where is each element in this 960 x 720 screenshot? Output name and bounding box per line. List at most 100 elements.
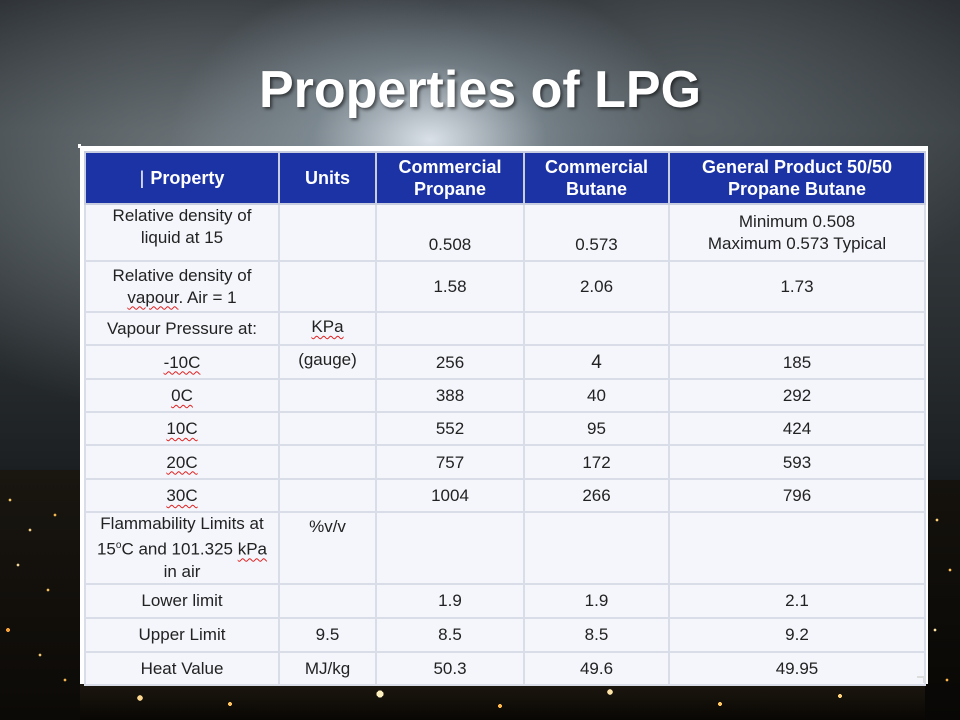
spellcheck-word: 30C	[166, 486, 198, 505]
row-20c-butane: 172	[523, 444, 670, 480]
row-rel-density-liquid-property: Relative density of liquid at 15	[84, 203, 280, 262]
table-row: 20C 757 172 593	[84, 444, 926, 480]
table-row: Heat Value MJ/kg 50.3 49.6 49.95	[84, 650, 926, 686]
row-0c-butane: 40	[523, 378, 670, 413]
row-lower-limit-propane: 1.9	[375, 582, 525, 619]
property-line-rest: . Air = 1	[178, 287, 237, 307]
spellcheck-word: KPa	[311, 317, 344, 336]
row-30c-butane: 266	[523, 478, 670, 513]
row-vapour-pressure-units: KPa	[278, 311, 377, 346]
row-heat-value-propane: 50.3	[375, 650, 525, 686]
header-butane: Commercial Butane	[523, 151, 670, 205]
header-propane-line1: Commercial	[398, 157, 502, 177]
header-general: General Product 50/50 Propane Butane	[668, 151, 926, 205]
row-rel-density-vapour-butane: 2.06	[523, 260, 670, 313]
spellcheck-word: 20C	[166, 452, 198, 472]
row-rel-density-liquid-general: Minimum 0.508 Maximum 0.573 Typical	[668, 203, 926, 262]
row-30c-property: 30C	[84, 478, 280, 513]
row-rel-density-vapour-general: 1.73	[668, 260, 926, 313]
row-lower-limit-general: 2.1	[668, 582, 926, 619]
row-rel-density-vapour-propane: 1.58	[375, 260, 525, 313]
row-heat-value-property: Heat Value	[84, 650, 280, 686]
empty-cell	[278, 582, 377, 619]
table-row: 0C 388 40 292	[84, 378, 926, 413]
row-0c-property: 0C	[84, 378, 280, 413]
empty-cell	[523, 511, 670, 585]
row-upper-limit-property: Upper Limit	[84, 616, 280, 653]
row-m10c-units: (gauge)	[278, 344, 377, 380]
row-m10c-general: 185	[668, 344, 926, 380]
table-row: Relative density of liquid at 15 0.508 0.…	[84, 203, 926, 262]
property-line: Relative density of	[112, 265, 252, 285]
properties-table: | Property Units Commercial Propane Commer…	[84, 151, 926, 686]
empty-cell	[375, 511, 525, 585]
row-upper-limit-butane: 8.5	[523, 616, 670, 653]
row-upper-limit-propane: 8.5	[375, 616, 525, 653]
table-row: 10C 552 95 424	[84, 411, 926, 446]
slide-title: Properties of LPG	[258, 61, 702, 119]
row-flammability-units: %v/v	[278, 511, 377, 585]
row-vapour-pressure-property: Vapour Pressure at:	[84, 311, 280, 346]
empty-cell	[278, 444, 377, 480]
table-row: Flammability Limits at 15oC and 101.325 k…	[84, 511, 926, 585]
spellcheck-word: kPa	[237, 539, 268, 559]
header-butane-line2: Butane	[565, 179, 627, 199]
background-city-left	[0, 470, 80, 720]
row-10c-propane: 552	[375, 411, 525, 446]
row-10c-butane: 95	[523, 411, 670, 446]
property-line: in air	[163, 561, 201, 581]
row-20c-general: 593	[668, 444, 926, 480]
header-propane-line2: Propane	[413, 179, 487, 199]
background-city-bottom	[80, 684, 925, 720]
general-line: Maximum 0.573 Typical	[707, 233, 887, 253]
row-10c-general: 424	[668, 411, 926, 446]
property-line: Relative density of	[112, 206, 252, 225]
row-20c-property: 20C	[84, 444, 280, 480]
empty-cell	[278, 378, 377, 413]
header-cursor-bar: |	[139, 168, 145, 188]
row-30c-propane: 1004	[375, 478, 525, 513]
row-10c-property: 10C	[84, 411, 280, 446]
table-row: Relative density of vapour. Air = 1 1.58 …	[84, 260, 926, 313]
table-row: Vapour Pressure at: KPa	[84, 311, 926, 346]
spellcheck-word: 0C	[171, 386, 193, 405]
header-units: Units	[278, 151, 377, 205]
header-propane: Commercial Propane	[375, 151, 525, 205]
panel-corner-mark	[78, 144, 81, 148]
row-rel-density-liquid-butane: 0.573	[523, 203, 670, 262]
header-general-line1: General Product 50/50	[701, 157, 893, 177]
header-general-line2: Propane Butane	[727, 179, 867, 199]
spellcheck-word: -10C	[163, 352, 201, 372]
property-line: C and 101.325	[121, 539, 238, 559]
empty-cell	[278, 411, 377, 446]
row-heat-value-butane: 49.6	[523, 650, 670, 686]
row-rel-density-liquid-propane: 0.508	[375, 203, 525, 262]
property-line: Flammability Limits at	[100, 514, 264, 533]
table-row: 30C 1004 266 796	[84, 478, 926, 513]
empty-cell	[278, 478, 377, 513]
row-rel-density-vapour-units	[278, 260, 377, 313]
page-corner-mark	[917, 676, 925, 683]
property-line: liquid at 15	[140, 228, 224, 247]
table-row: Lower limit 1.9 1.9 2.1	[84, 582, 926, 619]
row-30c-general: 796	[668, 478, 926, 513]
row-lower-limit-butane: 1.9	[523, 582, 670, 619]
header-property-label: Property	[150, 168, 225, 188]
row-flammability-property: Flammability Limits at 15oC and 101.325 k…	[84, 511, 280, 585]
empty-cell	[523, 311, 670, 346]
row-rel-density-vapour-property: Relative density of vapour. Air = 1	[84, 260, 280, 313]
superscript: o	[115, 540, 122, 551]
table-header-row: | Property Units Commercial Propane Commer…	[84, 151, 926, 205]
spellcheck-word: vapour	[127, 287, 179, 307]
row-m10c-butane: 4	[523, 344, 670, 380]
table-row: Upper Limit 9.5 8.5 8.5 9.2	[84, 616, 926, 653]
row-upper-limit-general: 9.2	[668, 616, 926, 653]
row-20c-propane: 757	[375, 444, 525, 480]
property-line: 15	[96, 539, 116, 559]
row-0c-propane: 388	[375, 378, 525, 413]
row-heat-value-units: MJ/kg	[278, 650, 377, 686]
row-lower-limit-property: Lower limit	[84, 582, 280, 619]
row-rel-density-liquid-units	[278, 203, 377, 262]
header-butane-line1: Commercial	[544, 157, 649, 177]
empty-cell	[668, 311, 926, 346]
